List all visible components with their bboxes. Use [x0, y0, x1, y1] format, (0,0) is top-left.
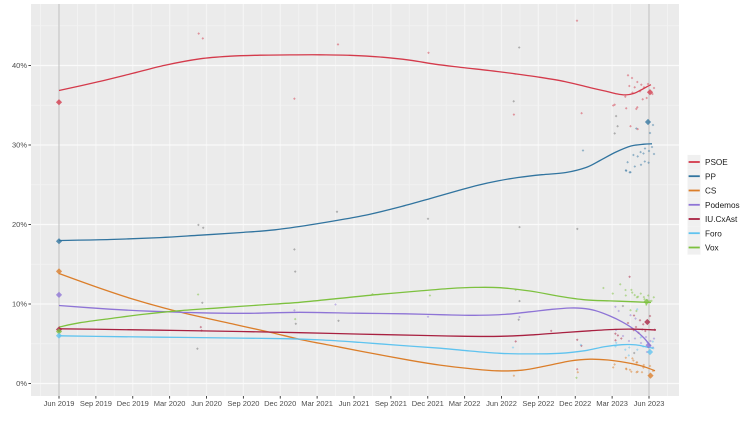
svg-text:Sep 2021: Sep 2021 — [375, 399, 407, 408]
svg-text:CS: CS — [705, 187, 717, 196]
svg-text:40%: 40% — [12, 61, 27, 70]
svg-text:Sep 2022: Sep 2022 — [522, 399, 554, 408]
svg-text:10%: 10% — [12, 299, 27, 308]
svg-text:Sep 2020: Sep 2020 — [227, 399, 259, 408]
svg-text:PP: PP — [705, 172, 716, 181]
svg-text:Mar 2021: Mar 2021 — [301, 399, 333, 408]
svg-text:Vox: Vox — [705, 244, 719, 253]
svg-text:Jun 2019: Jun 2019 — [44, 399, 75, 408]
svg-text:Jun 2020: Jun 2020 — [191, 399, 222, 408]
svg-text:Dec 2021: Dec 2021 — [412, 399, 444, 408]
svg-text:Jun 2023: Jun 2023 — [634, 399, 665, 408]
svg-text:Sep 2019: Sep 2019 — [80, 399, 112, 408]
svg-text:20%: 20% — [12, 220, 27, 229]
svg-text:Podemos: Podemos — [705, 201, 740, 210]
svg-text:Mar 2020: Mar 2020 — [154, 399, 186, 408]
svg-text:Mar 2023: Mar 2023 — [596, 399, 628, 408]
svg-text:30%: 30% — [12, 140, 27, 149]
svg-text:Jun 2022: Jun 2022 — [486, 399, 517, 408]
svg-text:IU.CxAst: IU.CxAst — [705, 215, 738, 224]
svg-text:0%: 0% — [16, 379, 27, 388]
svg-text:Foro: Foro — [705, 229, 722, 238]
svg-text:Dec 2020: Dec 2020 — [264, 399, 296, 408]
svg-text:Mar 2022: Mar 2022 — [449, 399, 481, 408]
svg-text:Dec 2022: Dec 2022 — [559, 399, 591, 408]
svg-text:Dec 2019: Dec 2019 — [117, 399, 149, 408]
svg-text:Jun 2021: Jun 2021 — [339, 399, 370, 408]
svg-text:PSOE: PSOE — [705, 158, 728, 167]
